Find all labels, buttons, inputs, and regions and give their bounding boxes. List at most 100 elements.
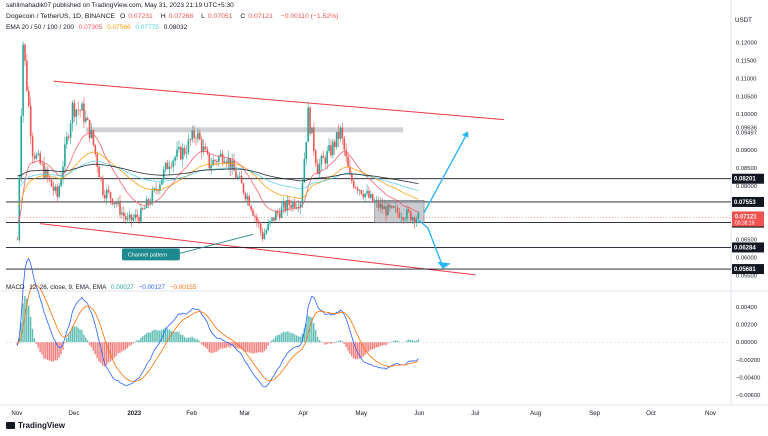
macd-hist-bar [360,342,362,358]
candle-body [16,239,19,241]
macd-hist-bar [356,342,359,360]
macd-hist-bar [100,342,102,364]
arrow-head-down [437,261,451,269]
ema100-line [17,160,419,192]
macd-hist-bar [164,327,167,343]
candle-body [364,193,366,198]
candle-body [18,177,21,240]
candle-body [136,214,138,218]
macd-hist-bar [349,342,351,354]
macd-hist-bar [115,342,117,357]
macd-hist-bar [240,342,243,349]
macd-hist-bar [208,342,210,353]
candle-body [142,208,144,210]
time-axis-label: Jul [471,410,479,417]
ema200-line [17,163,419,184]
tradingview-icon [6,422,15,430]
candles-group [16,41,420,243]
macd-hist-bar [83,334,85,343]
macd-hist-bar [362,342,364,357]
candle-body [387,204,389,216]
candle-body [417,212,420,219]
macd-hist-bar [256,342,258,353]
macd-hist-bar [216,342,218,352]
ohlc-open: O 0.07231 [119,13,153,20]
macd-hist-bar [238,342,241,349]
macd-hist-bar [128,342,131,346]
macd-hist-bar [85,337,87,343]
tradingview-logo[interactable]: TradingView [6,421,65,430]
macd-hist-bar [257,342,260,353]
candle-body [64,144,66,167]
macd-hist-bar [242,342,245,351]
ema-legend: EMA 20 / 50 / 100 / 200 0.07305 0.07566 … [6,24,190,31]
candle-body [314,150,317,164]
macd-hist-bar [292,333,294,343]
candle-body [45,169,47,178]
candle-body [246,196,249,200]
macd-hist-bar [121,342,123,352]
candle-body [28,90,30,106]
macd-histogram-group [16,296,419,367]
macd-hist-bar [284,332,286,343]
symbol-title: Dogecoin / TetherUS, 1D, BINANCE [6,13,116,20]
macd-hist-bar [22,303,24,343]
price-level-box [732,242,764,253]
candle-body [297,207,300,208]
macd-hist-bar [41,342,43,355]
candle-body [85,117,87,122]
ema20-line [17,132,419,224]
candle-body [286,199,289,211]
macd-hist-bar [47,342,49,361]
candle-body [324,157,327,164]
price-level-label: 0.07553 [734,200,756,206]
candle-body [233,160,235,171]
macd-hist-bar [259,342,262,353]
macd-hist-bar [94,342,96,355]
candle-body [193,130,195,138]
macd-hist-bar [77,327,79,343]
candle-body [128,214,131,219]
candle-body [56,186,59,197]
macd-hist-bar [191,336,193,343]
macd-hist-bar [352,342,355,359]
macd-hist-bar [157,330,159,343]
macd-axis-label: −0.00600 [736,393,760,399]
candle-body [168,166,171,170]
candle-body [166,162,169,170]
candle-body [223,161,226,163]
candle-body [145,199,148,209]
macd-hist-bar [250,342,252,353]
candle-body [396,207,399,213]
time-axis-label: Feb [186,410,197,417]
macd-hist-bar [28,305,30,343]
candle-body [98,166,100,178]
candle-body [24,44,26,61]
macd-hist-bar [98,342,100,362]
macd-hist-bar [383,342,385,345]
candle-body [326,151,328,164]
candle-body [149,202,152,204]
macd-hist-bar [126,342,129,348]
macd-hist-bar [48,342,51,361]
candle-body [189,139,192,140]
candle-body [77,109,80,111]
macd-hist-bar [237,342,239,349]
candle-body [204,146,207,150]
macd-hist-bar [341,341,343,343]
macd-hist-bar [254,342,256,354]
macd-hist-bar [320,341,323,343]
candle-body [178,147,180,150]
price-level-box [732,264,764,275]
candle-body [280,207,283,218]
candle-body [351,174,353,182]
macd-hist-bar [62,342,64,350]
candle-body [212,159,214,166]
candle-body [191,130,194,140]
macd-hist-bar [33,338,36,343]
candle-body [269,220,271,224]
macd-hist-bar [398,341,400,343]
macd-hist-bar [16,342,19,346]
candle-body [52,186,55,191]
